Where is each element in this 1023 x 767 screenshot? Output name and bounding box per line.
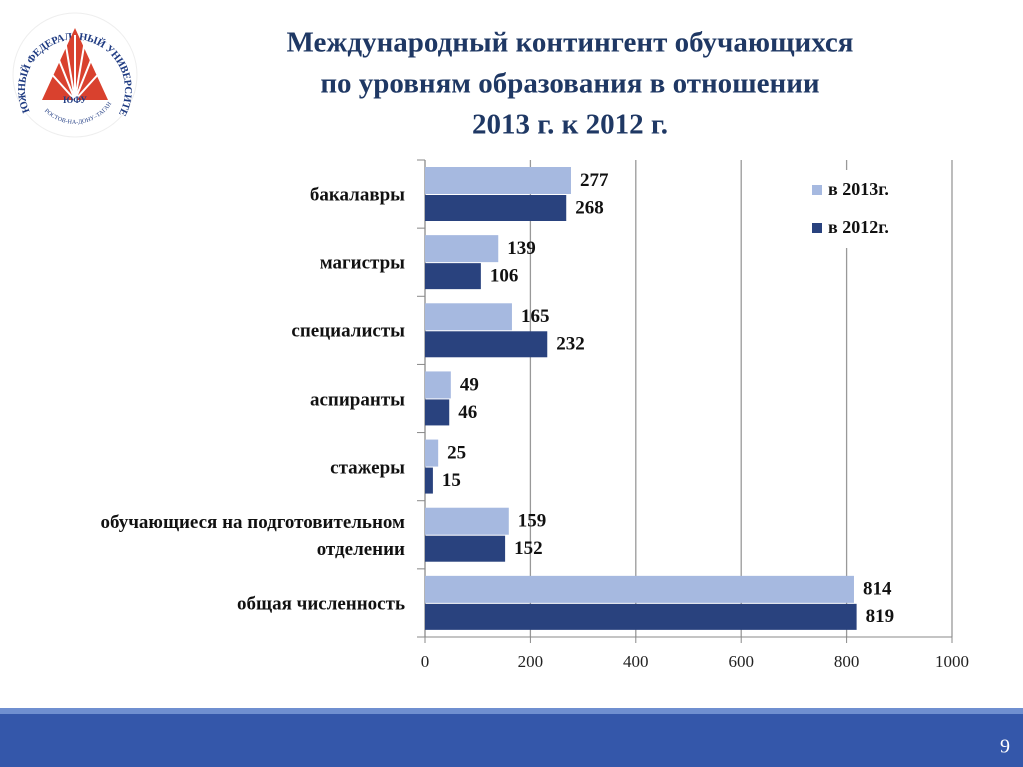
legend-swatch	[812, 223, 822, 233]
legend-label: в 2013г.	[828, 179, 889, 199]
y-tick-label: аспиранты	[309, 389, 405, 410]
x-tick-label: 800	[834, 652, 860, 671]
logo-rays	[47, 35, 103, 101]
value-label: 232	[556, 334, 585, 355]
value-label: 46	[458, 402, 477, 423]
bar	[425, 575, 854, 603]
bar	[425, 235, 499, 263]
value-label: 165	[521, 306, 550, 327]
legend-label: в 2012г.	[828, 217, 889, 237]
bar	[425, 303, 512, 331]
footer-stripe	[0, 708, 1023, 714]
logo: ЮЖНЫЙ ФЕДЕРАЛЬНЫЙ УНИВЕРСИТЕТ ЮФУ РОСТОВ…	[0, 0, 138, 138]
value-label: 106	[490, 266, 519, 287]
x-tick-label: 600	[728, 652, 754, 671]
bar	[425, 371, 451, 399]
value-label: 159	[518, 511, 547, 532]
y-tick-label: магистры	[319, 252, 405, 274]
y-tick-label: обучающиеся на подготовительном отделени…	[100, 511, 405, 560]
value-label: 139	[507, 238, 536, 259]
x-tick-label: 400	[623, 652, 649, 671]
y-tick-label: бакалавры	[309, 184, 405, 206]
y-tick-label: общая численность	[237, 593, 405, 615]
bar	[425, 535, 506, 562]
value-label: 25	[447, 442, 466, 463]
legend-box	[780, 170, 940, 248]
x-tick-label: 200	[518, 652, 544, 671]
y-tick-label: стажеры	[330, 457, 405, 479]
bar	[425, 399, 450, 426]
value-label: 277	[580, 170, 609, 191]
footer-band	[0, 714, 1023, 767]
value-label: 152	[514, 538, 543, 559]
bar	[425, 439, 439, 467]
bar	[425, 195, 567, 221]
legend-swatch	[812, 185, 822, 195]
value-label: 268	[575, 197, 604, 218]
value-label: 15	[442, 470, 461, 491]
bar	[425, 507, 509, 535]
logo-abbr: ЮФУ	[63, 95, 87, 105]
x-tick-label: 0	[421, 652, 430, 671]
value-label: 49	[460, 374, 479, 395]
page-number: 9	[1000, 736, 1010, 758]
bar	[425, 331, 548, 358]
bar	[425, 263, 481, 290]
bar	[425, 603, 857, 630]
bar	[425, 167, 571, 194]
value-label: 819	[866, 606, 895, 627]
bar	[425, 467, 433, 494]
value-label: 814	[863, 579, 892, 600]
title-line: по уровням образования в отношении	[320, 68, 819, 100]
title-line: 2013 г. к 2012 г.	[472, 109, 668, 141]
y-tick-label: специалисты	[291, 320, 405, 342]
title-line: Международный контингент обучающихся	[287, 27, 854, 59]
x-tick-label: 1000	[935, 652, 969, 671]
